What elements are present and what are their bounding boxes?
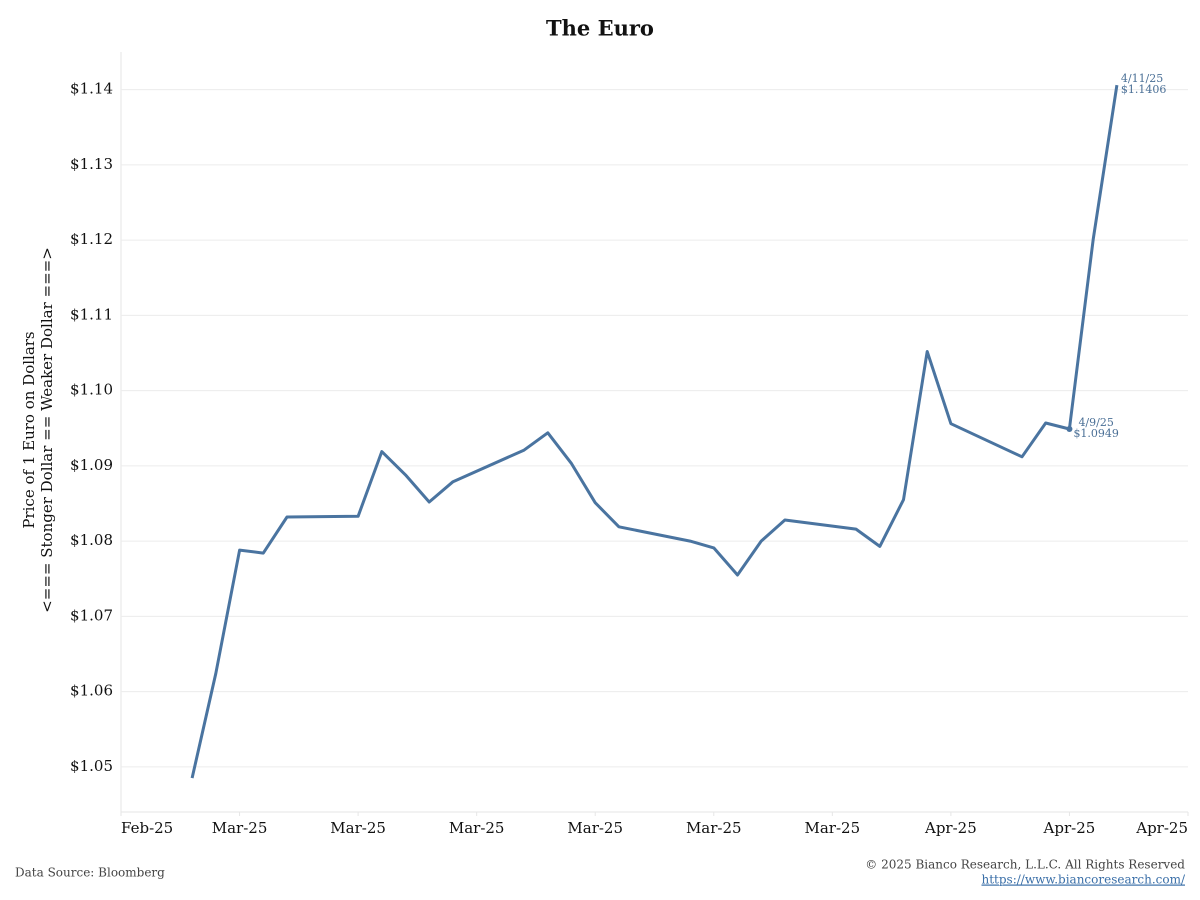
- line: [190, 84, 1119, 779]
- y-tick-label: $1.14: [70, 80, 113, 98]
- link[interactable]: https://www.biancoresearch.com/: [981, 873, 1185, 887]
- x-tick-label: Mar-25: [449, 819, 505, 837]
- y-tick-label: $1.09: [70, 456, 113, 474]
- x-tick-label: Apr-25: [1043, 819, 1096, 837]
- y-tick-label: $1.13: [70, 155, 113, 173]
- annotation-value: $1.0949: [1073, 427, 1119, 440]
- annotation-marker: [1066, 425, 1073, 432]
- annotation-date: 4/9/25: [1078, 416, 1113, 429]
- y-tick-label: $1.08: [70, 531, 113, 549]
- annotation-date: 4/11/25: [1121, 72, 1163, 85]
- source: Data Source: Bloomberg: [15, 866, 165, 880]
- y-axis-label: Price of 1 Euro on Dollars: [20, 331, 38, 528]
- x-tick-label: Apr-25: [1135, 819, 1188, 837]
- y-tick-label: $1.06: [70, 682, 113, 700]
- x-tick-label: Mar-25: [330, 819, 386, 837]
- y-tick-label: $1.05: [70, 757, 113, 775]
- x-tick-label: Mar-25: [686, 819, 742, 837]
- chart-title: The Euro: [546, 16, 654, 41]
- annotation-value: $1.1406: [1121, 83, 1167, 96]
- copyright: © 2025 Bianco Research, L.L.C. All Right…: [865, 858, 1185, 872]
- y-tick-label: $1.10: [70, 381, 113, 399]
- y-axis-label: <=== Stonger Dollar == Weaker Dollar ===…: [38, 247, 56, 613]
- x-tick-label: Mar-25: [567, 819, 623, 837]
- y-tick-label: $1.12: [70, 230, 113, 248]
- y-tick-label: $1.07: [70, 606, 113, 624]
- x-tick-label: Mar-25: [212, 819, 268, 837]
- x-tick-label: Feb-25: [121, 819, 173, 837]
- x-tick-label: Apr-25: [924, 819, 977, 837]
- y-tick-label: $1.11: [70, 305, 113, 323]
- x-tick-label: Mar-25: [805, 819, 861, 837]
